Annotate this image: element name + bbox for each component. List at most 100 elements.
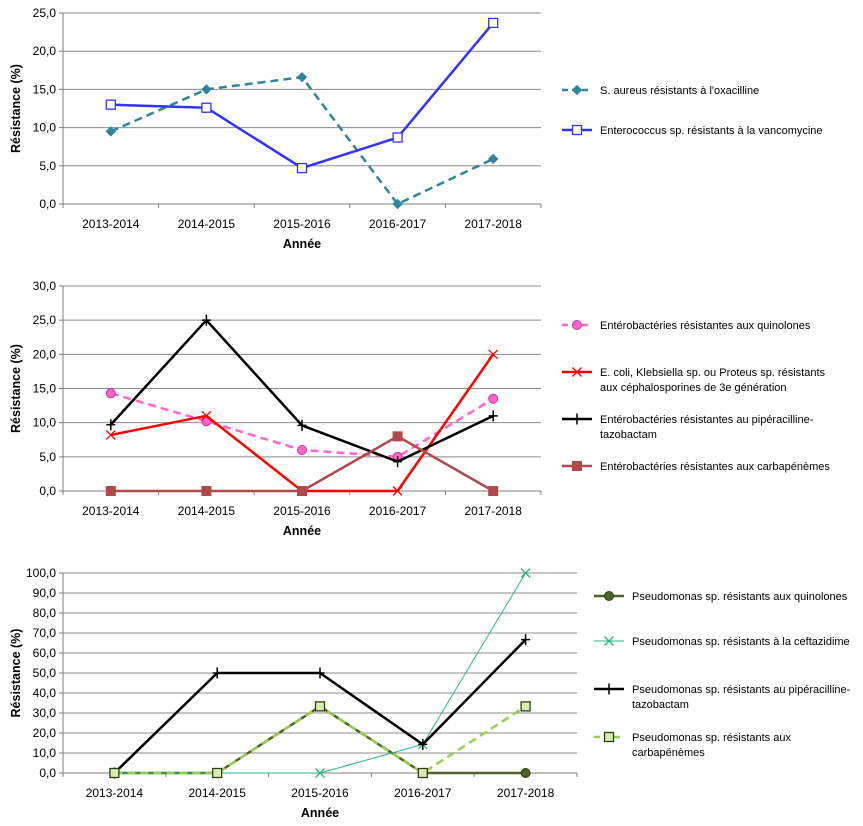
legend-label: Pseudomonas sp. résistants aux quinolone…	[632, 591, 848, 603]
legend-entry: Pseudomonas sp. résistants aux quinolone…	[594, 591, 848, 603]
data-point	[488, 17, 499, 29]
series-line	[109, 318, 494, 463]
series-4	[105, 431, 499, 496]
legend-label: Entérobactéries résistantes aux quinolon…	[600, 320, 811, 332]
y-tick-label: 10,0	[33, 121, 57, 135]
series-2	[105, 17, 499, 174]
legend-marker	[572, 413, 582, 425]
x-axis-title: Année	[283, 524, 321, 538]
legend-entry: Pseudomonas sp. résistants aux carbapénèm…	[594, 731, 791, 759]
data-point	[314, 701, 326, 712]
y-tick-label: 60,0	[33, 646, 57, 660]
series-1	[105, 71, 499, 210]
y-axis-title: Résistance (%)	[9, 344, 23, 433]
x-tick-label: 2014-2015	[178, 504, 236, 518]
data-point	[212, 767, 223, 779]
legend-marker	[604, 591, 614, 601]
y-tick-label: 25,0	[33, 313, 57, 327]
data-point	[201, 486, 212, 496]
data-point	[201, 410, 212, 421]
legend-entry: Enterococcus sp. résistants à la vancomy…	[562, 124, 823, 137]
data-point	[488, 486, 499, 496]
data-point	[201, 314, 211, 326]
legend-label: Entérobactéries résistantes au pipéracil…	[600, 414, 814, 441]
data-point	[297, 419, 307, 431]
series-line	[110, 75, 494, 206]
chart-1: 0,0 5,0 10,0 15,0 20,0 25,0 2013-2014 2014-2015…	[9, 6, 823, 251]
legend-label: Pseudomonas sp. résistants à la ceftazid…	[632, 636, 850, 648]
data-point	[212, 667, 222, 679]
x-tick-label: 2013-2014	[82, 217, 140, 231]
data-point	[106, 419, 116, 431]
legend-entry: Pseudomonas sp. résistants au pipéracill…	[594, 683, 851, 711]
data-point	[105, 388, 116, 399]
y-tick-label: 5,0	[39, 450, 56, 464]
y-tick-label: 30,0	[33, 279, 57, 293]
y-tick-label: 80,0	[33, 606, 57, 620]
chart-3: 0,0 10,0 20,0 30,0 40,0 50,0 60,0 70,0 80,0 90,0 1…	[9, 566, 851, 820]
data-point	[315, 667, 325, 679]
legend-marker	[604, 636, 614, 646]
data-point	[201, 102, 212, 113]
series-3	[106, 314, 498, 468]
y-tick-label: 0,0	[39, 484, 56, 498]
data-point	[296, 71, 308, 83]
y-tick-label: 70,0	[33, 626, 57, 640]
y-tick-label: 10,0	[33, 746, 57, 760]
y-tick-label: 100,0	[26, 566, 56, 580]
y-tick-label: 0,0	[39, 766, 56, 780]
x-tick-label: 2014-2015	[178, 217, 236, 231]
data-point	[392, 431, 403, 442]
data-point	[105, 99, 116, 110]
legend-label: Entérobactéries résistantes aux carbapén…	[600, 461, 830, 473]
data-point	[201, 84, 212, 95]
series-4	[109, 701, 531, 779]
legend-marker	[603, 731, 615, 743]
x-tick-label: 2015-2016	[273, 217, 331, 231]
data-point	[105, 126, 117, 137]
legend-entry: Entérobactéries résistantes aux carbapén…	[562, 461, 830, 473]
data-point	[392, 486, 403, 496]
legend-entry: Entérobactéries résistantes au pipéracil…	[562, 413, 814, 441]
legend-label: Pseudomonas sp. résistants aux carbapénèm…	[632, 732, 791, 759]
y-axis-title: Résistance (%)	[9, 629, 23, 718]
data-point	[521, 634, 531, 646]
y-tick-label: 15,0	[33, 382, 57, 396]
x-tick-label: 2016-2017	[369, 217, 427, 231]
x-tick-label: 2017-2018	[465, 217, 523, 231]
x-tick-label: 2017-2018	[465, 504, 523, 518]
y-tick-label: 30,0	[33, 706, 57, 720]
y-tick-label: 20,0	[33, 44, 57, 58]
series-line	[110, 22, 495, 170]
legend-entry: E. coli, Klebsiella sp. ou Proteus sp. r…	[562, 367, 825, 394]
data-point	[296, 162, 308, 174]
data-point	[315, 768, 325, 778]
y-tick-label: 25,0	[33, 6, 57, 20]
data-point	[109, 767, 120, 779]
x-tick-label: 2015-2016	[291, 786, 349, 800]
x-tick-label: 2014-2015	[189, 786, 247, 800]
data-point	[520, 768, 531, 778]
x-axis-title: Année	[301, 806, 339, 820]
y-tick-label: 10,0	[33, 416, 57, 430]
y-tick-label: 20,0	[33, 347, 57, 361]
data-point	[393, 456, 403, 468]
legend-label: S. aureus résistants à l'oxacilline	[600, 85, 759, 97]
data-point	[488, 393, 499, 404]
data-point	[392, 198, 403, 210]
series-3	[109, 634, 531, 779]
y-tick-label: 5,0	[39, 159, 56, 173]
legend-entry: Pseudomonas sp. résistants à la ceftazid…	[594, 636, 850, 648]
y-tick-label: 90,0	[33, 586, 57, 600]
data-point	[488, 410, 498, 422]
data-point	[392, 132, 403, 143]
data-point	[105, 430, 116, 440]
x-tick-label: 2015-2016	[273, 504, 331, 518]
y-tick-label: 50,0	[33, 666, 57, 680]
y-tick-label: 20,0	[33, 726, 57, 740]
data-point	[297, 486, 307, 496]
legend-label: E. coli, Klebsiella sp. ou Proteus sp. r…	[600, 367, 825, 394]
data-point	[488, 349, 499, 360]
data-point	[520, 701, 531, 712]
